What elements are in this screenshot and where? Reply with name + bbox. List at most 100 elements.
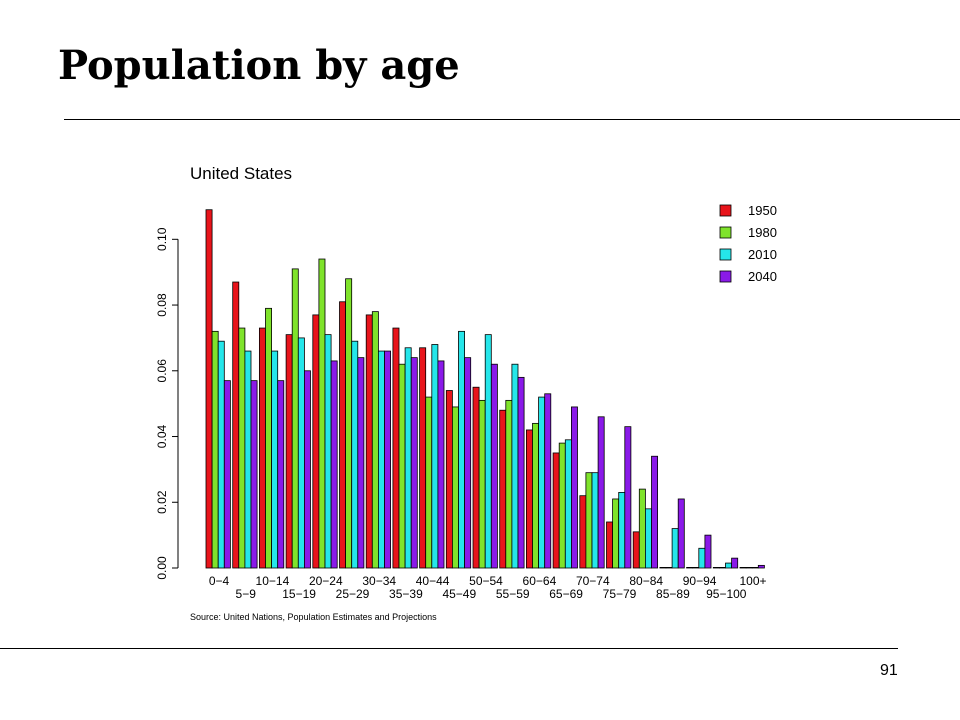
bar-1980-60-64 (532, 422, 539, 569)
x-tick-label: 40−44 (416, 574, 450, 588)
bar-1980-30-34 (371, 311, 379, 569)
y-tick-label: 0.00 (155, 556, 169, 580)
bar-2040-0-4 (223, 380, 231, 569)
y-tick-label: 0.04 (155, 425, 169, 449)
bar-1980-90-94 (692, 567, 700, 569)
bar-2010-60-64 (538, 396, 546, 569)
bar-1980-10-14 (265, 307, 272, 569)
bar-1950-35-39 (392, 327, 400, 569)
x-tick-label: 95−100 (706, 587, 747, 601)
bar-1950-40-44 (419, 347, 427, 569)
bar-2040-55-59 (517, 376, 525, 569)
title-divider (64, 119, 960, 120)
bar-2010-10-14 (271, 350, 279, 569)
bar-1950-60-64 (526, 429, 533, 569)
bar-1950-10-14 (258, 327, 266, 569)
bar-2040-90-94 (704, 534, 712, 569)
footer-divider (0, 648, 898, 649)
x-tick-label: 45−49 (442, 587, 476, 601)
bar-2040-20-24 (330, 360, 338, 569)
bar-1980-0-4 (211, 330, 219, 569)
legend-label-2040: 2040 (748, 269, 777, 284)
bar-1950-30-34 (365, 314, 373, 569)
bar-1980-45-49 (451, 406, 459, 569)
bar-1980-65-69 (558, 442, 566, 569)
bar-1980-50-54 (478, 399, 486, 569)
bar-1980-75-79 (612, 498, 620, 569)
bar-2040-30-34 (384, 350, 391, 569)
bar-1980-40-44 (425, 396, 433, 569)
bar-2010-55-59 (511, 363, 519, 569)
bar-2040-10-14 (277, 380, 285, 569)
x-tick-label: 50−54 (469, 574, 503, 588)
bar-1950-25-29 (339, 301, 346, 569)
bar-2010-30-34 (377, 350, 385, 569)
chart-source-note: Source: United Nations, Population Estim… (190, 612, 437, 622)
bar-1980-85-89 (665, 567, 673, 569)
bar-2040-80-84 (651, 455, 658, 569)
bar-2040-50-54 (490, 363, 498, 569)
bar-2010-5-9 (244, 350, 252, 569)
x-tick-label: 0−4 (209, 574, 230, 588)
x-tick-label: 90−94 (683, 574, 717, 588)
legend-swatch-1980 (719, 226, 732, 239)
bar-1980-55-59 (505, 399, 513, 569)
bar-1950-15-19 (285, 334, 293, 569)
bar-1950-20-24 (312, 314, 320, 569)
bar-1950-50-54 (472, 386, 480, 569)
x-tick-label: 35−39 (389, 587, 423, 601)
bar-2040-85-89 (677, 498, 685, 569)
bar-2040-65-69 (571, 406, 578, 569)
bar-1980-5-9 (238, 327, 246, 569)
bar-1980-70-74 (585, 472, 593, 569)
x-tick-label: 15−19 (282, 587, 316, 601)
bar-2010-95-100 (725, 562, 732, 569)
bar-1980-95-100 (719, 567, 726, 569)
bar-2010-50-54 (484, 334, 492, 569)
bar-2010-25-29 (351, 340, 359, 569)
bar-2010-90-94 (698, 547, 706, 569)
bar-2040-25-29 (357, 357, 365, 569)
bar-2040-95-100 (731, 557, 739, 569)
bar-2040-45-49 (464, 357, 472, 569)
bar-1980-20-24 (318, 258, 326, 569)
x-tick-label: 85−89 (656, 587, 690, 601)
bar-1950-90-94 (686, 567, 694, 569)
bar-1950-100+ (739, 567, 747, 569)
x-tick-label: 80−84 (629, 574, 663, 588)
bar-2010-45-49 (458, 330, 465, 569)
bar-2040-60-64 (544, 393, 552, 569)
bar-1980-25-29 (345, 278, 353, 569)
x-tick-label: 65−69 (549, 587, 583, 601)
bar-2010-35-39 (404, 347, 412, 569)
slide-title: Population by age (58, 42, 460, 89)
bar-2010-70-74 (591, 472, 599, 569)
bar-2010-20-24 (324, 334, 332, 569)
bar-2010-0-4 (217, 340, 225, 569)
legend-swatch-1950 (719, 204, 732, 217)
bar-1980-80-84 (638, 488, 646, 569)
bar-1980-35-39 (398, 363, 406, 569)
chart-title: United States (190, 164, 292, 183)
bar-2040-40-44 (437, 360, 445, 569)
bar-1950-85-89 (659, 567, 667, 569)
legend-label-2010: 2010 (748, 247, 777, 262)
bar-1950-95-100 (712, 567, 720, 569)
bar-1950-5-9 (232, 281, 240, 569)
bar-1950-75-79 (606, 521, 613, 569)
y-tick-label: 0.06 (155, 359, 169, 383)
bar-2010-15-19 (297, 337, 305, 569)
bar-2010-75-79 (618, 491, 626, 569)
bar-1950-65-69 (552, 452, 560, 569)
x-tick-label: 10−14 (256, 574, 290, 588)
bar-1950-55-59 (499, 409, 507, 569)
bar-2040-75-79 (624, 426, 632, 569)
bar-1980-100+ (745, 567, 753, 569)
legend-swatch-2040 (719, 270, 732, 283)
bar-2040-5-9 (250, 380, 258, 569)
bar-2040-100+ (757, 564, 765, 569)
x-tick-label: 5−9 (236, 587, 257, 601)
bar-1950-45-49 (445, 390, 453, 569)
x-tick-label: 20−24 (309, 574, 343, 588)
x-tick-label: 55−59 (496, 587, 530, 601)
